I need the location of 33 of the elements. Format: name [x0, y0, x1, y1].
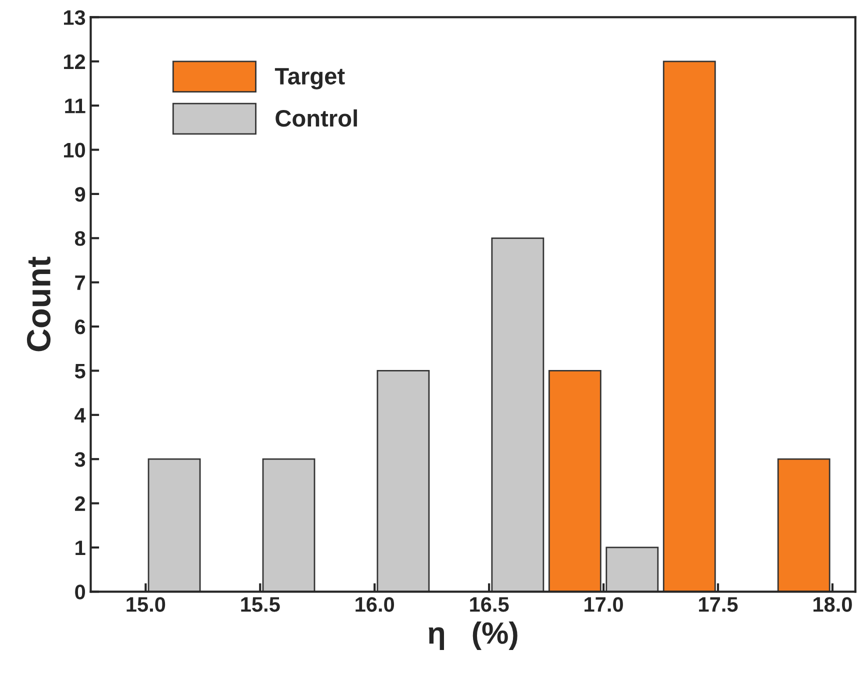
bar	[148, 458, 201, 592]
y-tick-label: 2	[74, 496, 86, 511]
x-tick-label: 15.0	[126, 597, 166, 612]
x-axis-title: η (%)	[428, 622, 518, 650]
bar	[376, 370, 430, 592]
x-tick-label: 17.0	[584, 597, 623, 612]
x-tick-label: 15.5	[241, 597, 280, 612]
bar	[491, 237, 544, 592]
y-tick-label: 0	[75, 584, 86, 600]
x-tick-label: 16.0	[356, 597, 394, 612]
bar	[262, 458, 316, 592]
y-tick-label: 11	[65, 98, 86, 114]
y-tick-label: 13	[64, 10, 86, 25]
y-tick-label: 5	[74, 364, 86, 378]
bar	[606, 546, 659, 592]
y-tick-label: 8	[74, 231, 86, 246]
legend-label: Target	[274, 68, 345, 90]
x-tick-label: 17.5	[699, 597, 738, 612]
y-tick-label: 3	[74, 452, 86, 467]
y-axis-title: Count	[26, 256, 51, 352]
y-tick-label: 4	[74, 408, 86, 422]
x-tick-label: 18.0	[814, 597, 852, 612]
bar	[777, 458, 830, 592]
y-tick-label: 12	[64, 54, 86, 69]
y-tick-label: 7	[75, 276, 85, 290]
x-tick-label: 16.5	[470, 597, 509, 612]
y-tick-label: 6	[75, 320, 86, 334]
y-tick-label: 1	[76, 540, 86, 556]
y-tick-label: 9	[74, 186, 86, 202]
bar	[548, 370, 602, 592]
bar	[662, 60, 716, 592]
y-tick-label: 10	[64, 142, 86, 158]
legend-label: Control	[276, 109, 357, 127]
